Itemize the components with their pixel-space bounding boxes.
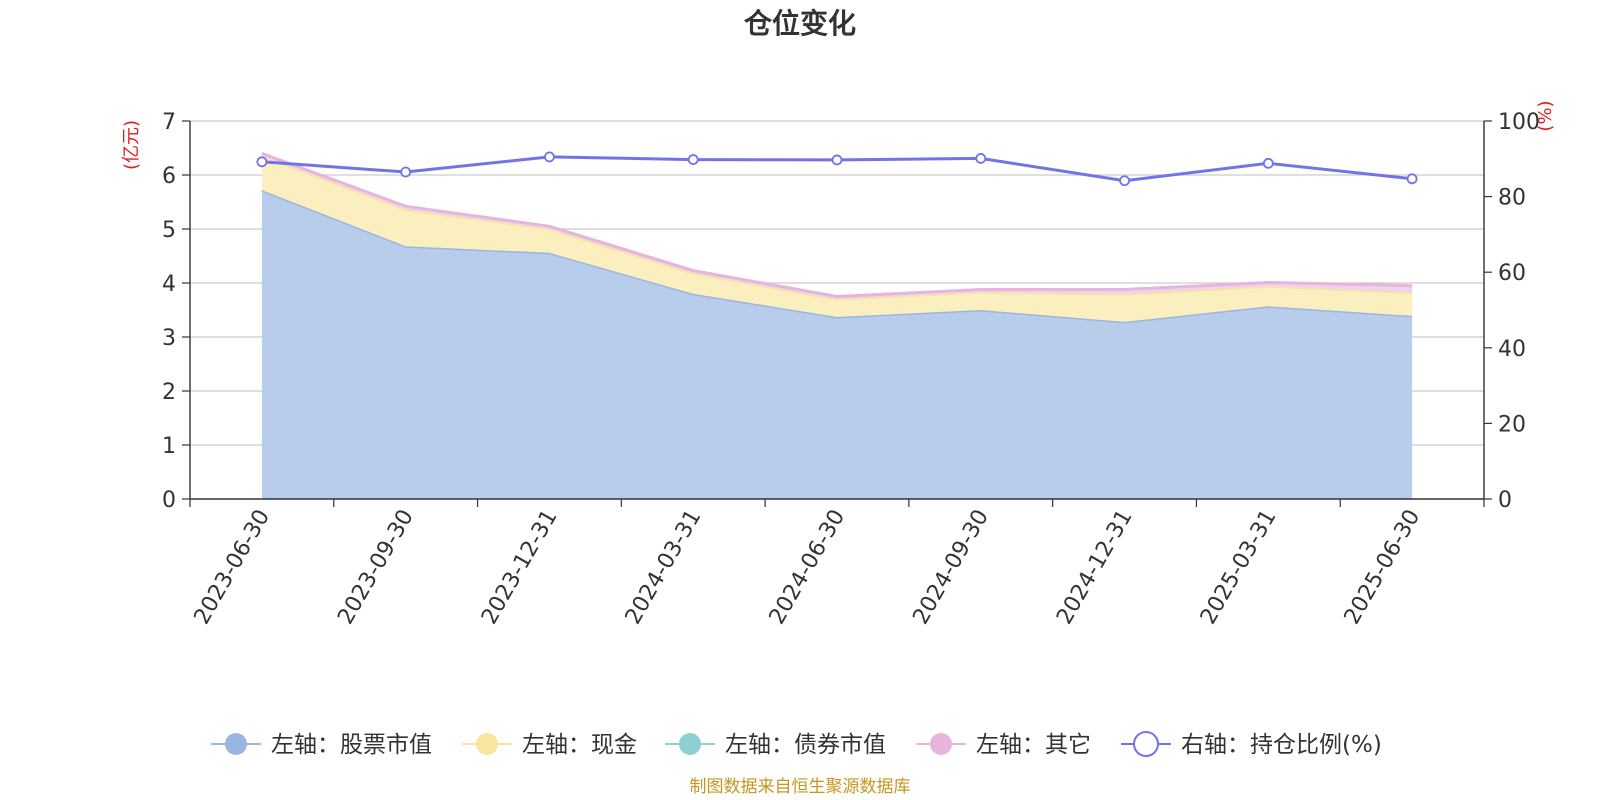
legend-marker <box>476 733 498 755</box>
legend-item-1[interactable]: 左轴：现金 <box>462 732 637 758</box>
data-source-footer: 制图数据来自恒生聚源数据库 <box>690 777 911 797</box>
right-tick-label: 60 <box>1498 261 1526 286</box>
x-tick-label: 2025-03-31 <box>1196 506 1282 629</box>
legend-label: 右轴：持仓比例(%) <box>1181 732 1382 758</box>
left-axis-unit: (亿元) <box>121 120 142 170</box>
legend-item-3[interactable]: 左轴：其它 <box>916 732 1091 758</box>
left-tick-label: 7 <box>162 110 176 135</box>
right-tick-label: 20 <box>1498 412 1526 437</box>
x-tick-label: 2024-03-31 <box>621 506 707 629</box>
holding-ratio-point[interactable] <box>831 154 843 166</box>
holding-ratio-point[interactable] <box>1406 173 1418 185</box>
area-fill-0 <box>261 190 1413 499</box>
legend-marker <box>1133 731 1159 757</box>
x-tick-label: 2025-06-30 <box>1340 506 1426 629</box>
left-tick-label: 3 <box>162 326 176 351</box>
legend-marker <box>679 733 701 755</box>
legend-label: 左轴：股票市值 <box>271 732 432 758</box>
left-tick-label: 5 <box>162 218 176 243</box>
legend-item-4[interactable]: 右轴：持仓比例(%) <box>1121 731 1382 758</box>
right-tick-label: 0 <box>1498 488 1512 513</box>
holding-ratio-point[interactable] <box>256 156 268 168</box>
area-fill-1 <box>261 156 1413 322</box>
legend-marker <box>930 733 952 755</box>
holding-ratio-point[interactable] <box>400 166 412 178</box>
x-tick-label: 2023-12-31 <box>477 506 563 629</box>
right-tick-label: 80 <box>1498 186 1526 211</box>
line-series <box>256 151 1418 187</box>
area-series <box>261 151 1413 499</box>
legend-marker <box>225 733 247 755</box>
legend-label: 左轴：其它 <box>976 732 1091 758</box>
legend: 左轴：股票市值 左轴：现金 左轴：债券市值 左轴：其它 右轴：持仓比例(%) <box>211 731 1382 758</box>
legend-label: 左轴：现金 <box>522 732 637 758</box>
left-tick-label: 0 <box>162 488 176 513</box>
area-edge-3 <box>261 151 1413 299</box>
holding-ratio-point[interactable] <box>1119 175 1130 187</box>
holding-ratio-point[interactable] <box>687 154 699 165</box>
legend-label: 左轴：债券市值 <box>725 732 886 758</box>
left-tick-label: 6 <box>162 164 176 189</box>
left-tick-label: 2 <box>162 380 176 405</box>
chart-title: 仓位变化 <box>744 7 856 40</box>
holding-ratio-point[interactable] <box>1262 157 1274 169</box>
legend-item-2[interactable]: 左轴：债券市值 <box>665 732 886 758</box>
left-tick-label: 4 <box>162 272 176 297</box>
x-tick-label: 2023-06-30 <box>190 506 276 629</box>
holding-ratio-point[interactable] <box>544 151 555 163</box>
x-tick-label: 2024-09-30 <box>908 506 994 629</box>
x-tick-label: 2023-09-30 <box>333 505 419 628</box>
x-tick-label: 2024-06-30 <box>765 506 851 629</box>
legend-item-0[interactable]: 左轴：股票市值 <box>211 732 432 758</box>
x-tick-label: 2024-12-31 <box>1052 506 1138 629</box>
right-tick-label: 40 <box>1498 337 1526 362</box>
holding-ratio-point[interactable] <box>975 153 987 164</box>
right-axis-unit: (%) <box>1535 100 1556 131</box>
left-tick-label: 1 <box>162 434 176 459</box>
right-tick-label: 100 <box>1498 110 1540 135</box>
